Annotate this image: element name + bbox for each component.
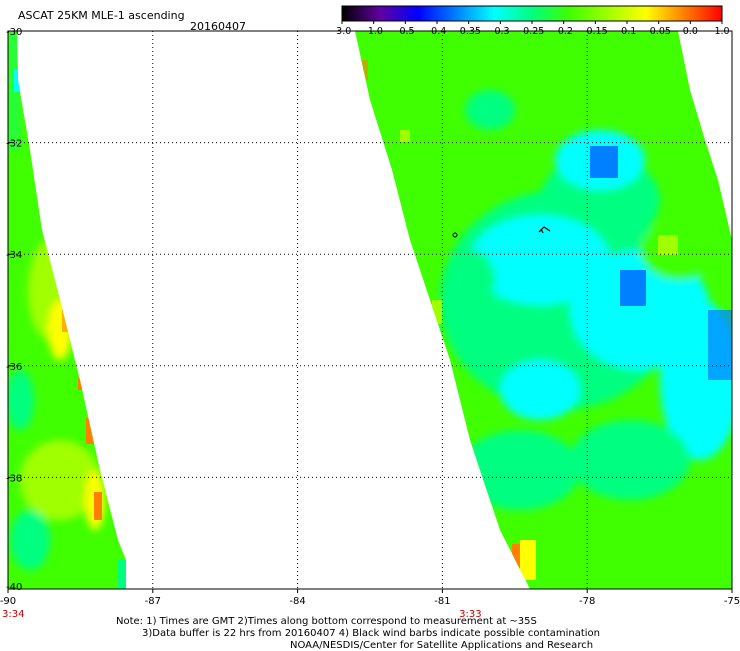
colorbar-label: -0.05 xyxy=(646,26,671,37)
swath-right xyxy=(355,31,732,589)
plot-title: ASCAT 25KM MLE-1 ascending xyxy=(18,9,185,22)
colorbar-label: -0.3 xyxy=(491,26,510,37)
colorbar-label: -0.1 xyxy=(618,26,637,37)
wind-barb-icon xyxy=(452,232,458,238)
axis-ticks xyxy=(7,30,733,593)
swath-left xyxy=(8,31,126,589)
lon-label: -84 xyxy=(289,596,305,607)
colorbar-label: -0.4 xyxy=(428,26,447,37)
wind-barb-icon xyxy=(538,226,551,234)
colorbar-label: -0.2 xyxy=(554,26,573,37)
lon-label: -87 xyxy=(145,596,161,607)
time-label: 3:34 xyxy=(2,609,24,620)
lon-label: -90 xyxy=(0,596,16,607)
lat-label: -34 xyxy=(6,250,22,261)
lat-label: -36 xyxy=(6,362,22,373)
colorbar-label: -0.35 xyxy=(456,26,481,37)
colorbar-strip xyxy=(341,5,723,22)
graticule xyxy=(8,31,732,589)
lat-label: -30 xyxy=(6,27,22,38)
footnote-line: Note: 1) Times are GMT 2)Times along bot… xyxy=(116,616,537,627)
map-frame xyxy=(7,30,733,590)
axis-labels: -90 -87 -84 -81 -78 -75 -30 -32 -34 -36 -38 -40 3:34… xyxy=(0,27,740,620)
colorbar: -3.0 -1.0 -0.5 -0.4 -0.35 -0.3 -0.25 -0.2 -0.15-… xyxy=(333,5,730,37)
lon-label: -78 xyxy=(579,596,595,607)
plot-date: 20160407 xyxy=(190,20,246,33)
colorbar-label: -1.0 xyxy=(364,26,383,37)
lon-label: -81 xyxy=(434,596,450,607)
colorbar-label: 1.0 xyxy=(714,26,729,37)
lon-label: -75 xyxy=(724,596,740,607)
footnote-line: 3)Data buffer is 22 hrs from 20160407 4)… xyxy=(142,628,600,639)
colorbar-label: -0.15 xyxy=(583,26,608,37)
colorbar-label: -3.0 xyxy=(333,26,352,37)
time-label: 3:33 xyxy=(459,609,481,620)
lat-label: -32 xyxy=(6,139,22,150)
lat-label: -40 xyxy=(6,582,22,593)
colorbar-label: -0.5 xyxy=(396,26,415,37)
colorbar-label: 0.0 xyxy=(683,26,698,37)
colorbar-label: -0.25 xyxy=(520,26,545,37)
lat-label: -38 xyxy=(6,473,22,484)
footnote-line: NOAA/NESDIS/Center for Satellite Applica… xyxy=(290,640,594,651)
